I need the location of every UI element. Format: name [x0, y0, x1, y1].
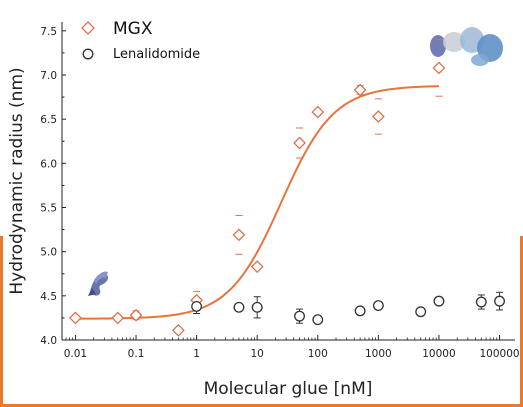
point-mgx	[353, 83, 367, 97]
frame-right-bar	[520, 236, 523, 407]
frame-bottom-bar	[0, 404, 523, 407]
point-mgx	[432, 61, 446, 75]
y-tick-label: 4.5	[40, 291, 57, 303]
y-tick-label: 5.5	[40, 203, 57, 215]
x-tick-label: 100000	[479, 348, 519, 360]
point-lenalidomide	[415, 306, 427, 318]
x-ticks: 0.01 0.1 1 10 100 1000 10000 100000	[61, 335, 520, 360]
x-tick-label: 10	[251, 348, 264, 360]
x-tick-label: 1	[193, 348, 200, 360]
monomer-protein-icon	[88, 271, 109, 296]
x-tick-label: 1000	[365, 348, 392, 360]
legend: MGX Lenalidomide	[81, 19, 200, 62]
point-lenalidomide	[433, 295, 445, 307]
point-lenalidomide	[354, 305, 366, 317]
y-tick-label: 6.5	[40, 114, 57, 126]
y-tick-label: 6.0	[40, 158, 57, 170]
point-mgx	[69, 311, 82, 325]
point-mgx	[232, 228, 246, 242]
error-bars	[132, 39, 504, 324]
point-mgx	[250, 260, 264, 274]
x-tick-label: 0.1	[128, 348, 145, 360]
legend-label-lenalidomide: Lenalidomide	[113, 47, 200, 62]
y-tick-label: 4.0	[40, 335, 57, 347]
point-mgx	[111, 311, 125, 325]
point-lenalidomide	[294, 310, 305, 322]
x-tick-label: 100	[308, 348, 328, 360]
point-mgx	[171, 323, 185, 337]
y-tick-label: 5.0	[40, 247, 57, 259]
x-tick-label: 0.01	[64, 348, 87, 360]
point-lenalidomide	[233, 301, 245, 313]
frame-left-bar	[0, 236, 3, 407]
point-lenalidomide	[191, 300, 203, 312]
point-mgx	[129, 308, 143, 322]
point-mgx	[311, 105, 325, 119]
point-lenalidomide	[312, 314, 324, 326]
y-ticks: 4.0 4.5 5.0 5.5 6.0 6.5 7.0 7.5	[40, 26, 66, 347]
legend-marker-mgx	[81, 21, 95, 35]
complex-protein-icon	[430, 27, 503, 66]
y-axis-title: Hydrodynamic radius (nm)	[7, 67, 27, 294]
point-lenalidomide	[494, 295, 505, 307]
x-tick-label: 10000	[422, 348, 455, 360]
y-tick-label: 7.5	[40, 26, 57, 38]
point-lenalidomide	[372, 300, 384, 312]
point-mgx	[293, 136, 306, 150]
point-lenalidomide	[251, 301, 263, 313]
x-axis-title: Molecular glue [nM]	[204, 379, 373, 399]
y-tick-label: 7.0	[40, 70, 57, 82]
data-markers	[69, 61, 505, 337]
legend-marker-lenalidomide	[82, 48, 94, 60]
legend-label-mgx: MGX	[113, 19, 153, 39]
point-lenalidomide	[475, 296, 487, 308]
fit-curve-mgx	[75, 85, 439, 320]
point-mgx	[371, 110, 385, 123]
